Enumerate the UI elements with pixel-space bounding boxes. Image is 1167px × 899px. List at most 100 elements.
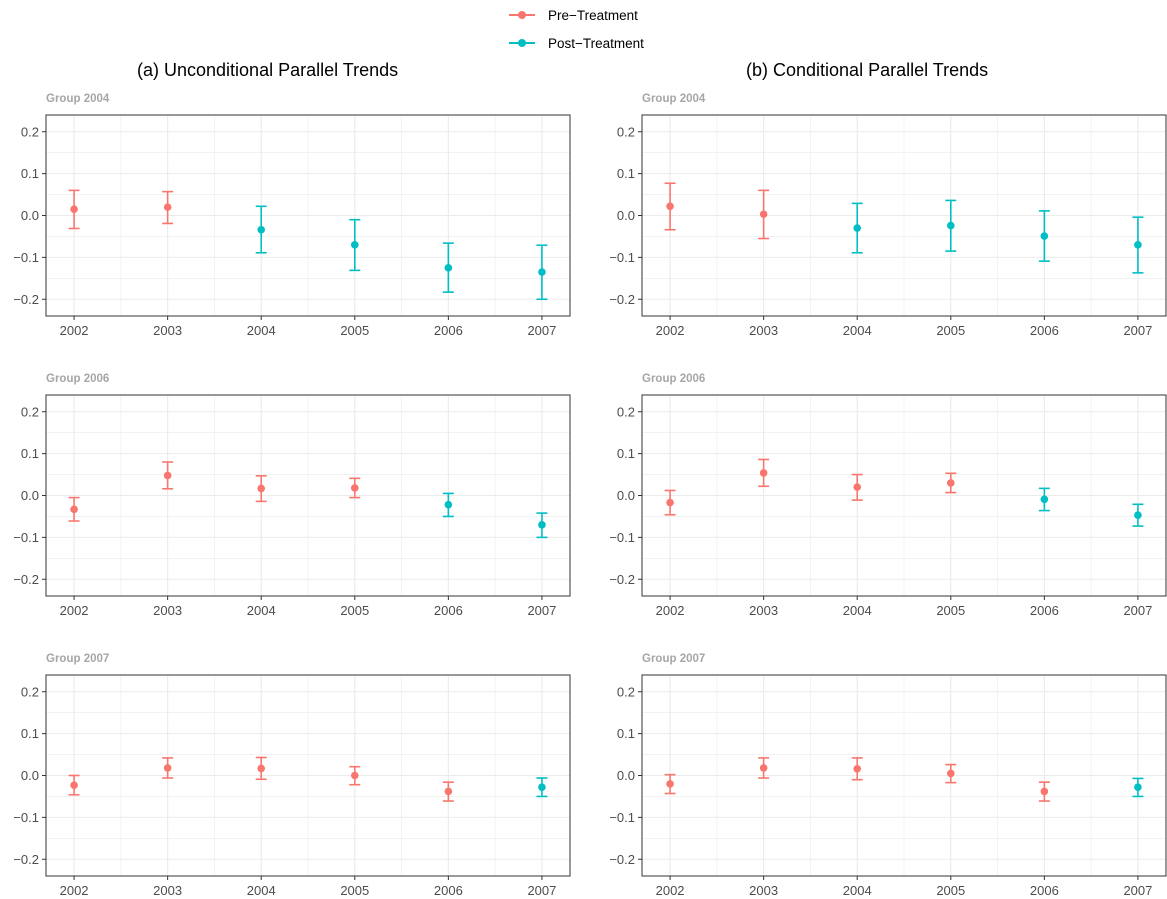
y-tick-label: 0.2	[617, 404, 635, 419]
x-tick-label: 2007	[1123, 323, 1152, 338]
panel-title-b: (b) Conditional Parallel Trends	[746, 60, 989, 80]
error-bar-point-2003	[758, 189, 770, 240]
error-bar-point-2005	[945, 763, 957, 784]
panel-b-row-2: Group 2006 0.2 0.1 0.0 −0.1 −0.2 2002 2003 2004 2…	[609, 373, 1167, 618]
facet-strip-label: Group 2006	[46, 373, 109, 385]
data-point	[538, 521, 546, 529]
y-tick-label: 0.1	[21, 446, 39, 461]
error-bar-point-2006	[442, 492, 454, 518]
error-bar-point-2002	[664, 489, 676, 516]
x-tick-label: 2006	[1030, 323, 1059, 338]
facet-strip-label: Group 2006	[642, 373, 705, 385]
data-point	[1134, 783, 1142, 792]
x-tick-label: 2002	[60, 323, 89, 338]
panel-b-row-3: Group 2007 0.2 0.1 0.0 −0.1 −0.2 2002 2003 2004 2…	[609, 653, 1167, 898]
error-bar-point-2005	[349, 765, 361, 786]
legend-label-post-treatment: Post−Treatment	[548, 35, 644, 51]
x-tick-label: 2006	[434, 323, 463, 338]
legend: Pre−Treatment Post−Treatment	[505, 0, 705, 60]
x-tick-label: 2002	[656, 603, 685, 618]
y-tick-label: −0.1	[13, 530, 39, 545]
data-point	[350, 484, 359, 492]
data-point	[257, 225, 266, 234]
error-bar-point-2005	[945, 472, 957, 494]
error-bar-point-2002	[68, 774, 80, 796]
data-point	[1134, 511, 1142, 519]
data-point	[946, 479, 955, 487]
y-tick-label: 0.2	[21, 124, 39, 139]
y-tick-label: −0.2	[13, 572, 39, 587]
data-point	[853, 765, 862, 773]
error-bar-point-2003	[162, 757, 174, 779]
panel-border	[641, 394, 1167, 597]
data-point	[759, 764, 768, 772]
legend-key-post-treatment	[505, 33, 539, 53]
error-bar-point-2004	[851, 473, 863, 501]
y-tick-label: −0.1	[13, 810, 39, 825]
error-bar-point-2007	[536, 244, 548, 301]
panel-a-row-1: Group 2004 0.2 0.1 0.0 −0.1 −0.2 2002 2003 2004 2…	[13, 93, 571, 338]
y-tick-label: −0.1	[609, 810, 635, 825]
error-bar-point-2007	[1132, 503, 1144, 527]
data-point	[666, 202, 674, 211]
x-tick-label: 2004	[843, 603, 872, 618]
panel-b-row-1: Group 2004 0.2 0.1 0.0 −0.1 −0.2 2002 2003 2004 2…	[609, 93, 1167, 338]
y-tick-label: 0.2	[617, 124, 635, 139]
x-tick-label: 2003	[153, 883, 182, 898]
x-tick-label: 2005	[340, 603, 369, 618]
error-bar-point-2006	[442, 781, 454, 802]
x-tick-label: 2005	[340, 883, 369, 898]
y-tick-label: 0.2	[617, 684, 635, 699]
x-tick-label: 2003	[749, 323, 778, 338]
panel-border	[45, 674, 571, 877]
error-bar-point-2003	[758, 757, 770, 779]
data-point	[163, 764, 172, 772]
data-point	[350, 771, 359, 780]
error-bar-point-2005	[945, 199, 957, 252]
data-point	[163, 471, 172, 480]
error-bar-point-2006	[442, 242, 454, 293]
panel-a-row-2: Group 2006 0.2 0.1 0.0 −0.1 −0.2 2002 2003 2004 2…	[13, 373, 571, 618]
error-bar-point-2004	[255, 756, 267, 781]
y-tick-label: −0.2	[13, 292, 39, 307]
y-tick-label: −0.2	[609, 852, 635, 867]
x-tick-label: 2005	[340, 323, 369, 338]
y-tick-label: 0.1	[21, 726, 39, 741]
data-point	[1040, 787, 1049, 796]
data-point	[70, 505, 78, 514]
x-tick-label: 2007	[527, 883, 556, 898]
data-point	[1134, 241, 1142, 249]
panel-title-a: (a) Unconditional Parallel Trends	[137, 60, 399, 80]
error-bar-point-2003	[162, 461, 174, 490]
data-point	[759, 210, 768, 219]
error-bar-point-2006	[1038, 210, 1050, 262]
error-bar-point-2003	[162, 190, 174, 225]
x-tick-label: 2007	[527, 603, 556, 618]
error-bar-point-2005	[349, 477, 361, 499]
x-tick-label: 2004	[843, 883, 872, 898]
error-bar-point-2007	[536, 777, 548, 798]
y-tick-label: 0.0	[21, 488, 39, 503]
data-point	[70, 781, 78, 789]
data-point	[1040, 495, 1049, 504]
x-tick-label: 2006	[434, 603, 463, 618]
data-point	[946, 221, 955, 230]
data-point	[350, 241, 359, 249]
data-point	[666, 780, 674, 788]
data-point	[946, 769, 955, 778]
data-point	[257, 484, 266, 493]
panel-a-row-3: Group 2007 0.2 0.1 0.0 −0.1 −0.2 2002 2003 2004 2…	[13, 653, 571, 898]
x-tick-label: 2002	[60, 603, 89, 618]
x-tick-label: 2002	[656, 323, 685, 338]
y-tick-label: 0.0	[21, 768, 39, 783]
error-bar-point-2005	[349, 218, 361, 272]
x-tick-label: 2005	[936, 883, 965, 898]
y-tick-label: −0.1	[13, 250, 39, 265]
legend-label-pre-treatment: Pre−Treatment	[548, 7, 638, 23]
error-bar-point-2002	[664, 182, 676, 231]
error-bar-point-2006	[1038, 781, 1050, 802]
y-tick-label: 0.1	[21, 166, 39, 181]
x-tick-label: 2005	[936, 603, 965, 618]
data-point	[853, 483, 862, 491]
